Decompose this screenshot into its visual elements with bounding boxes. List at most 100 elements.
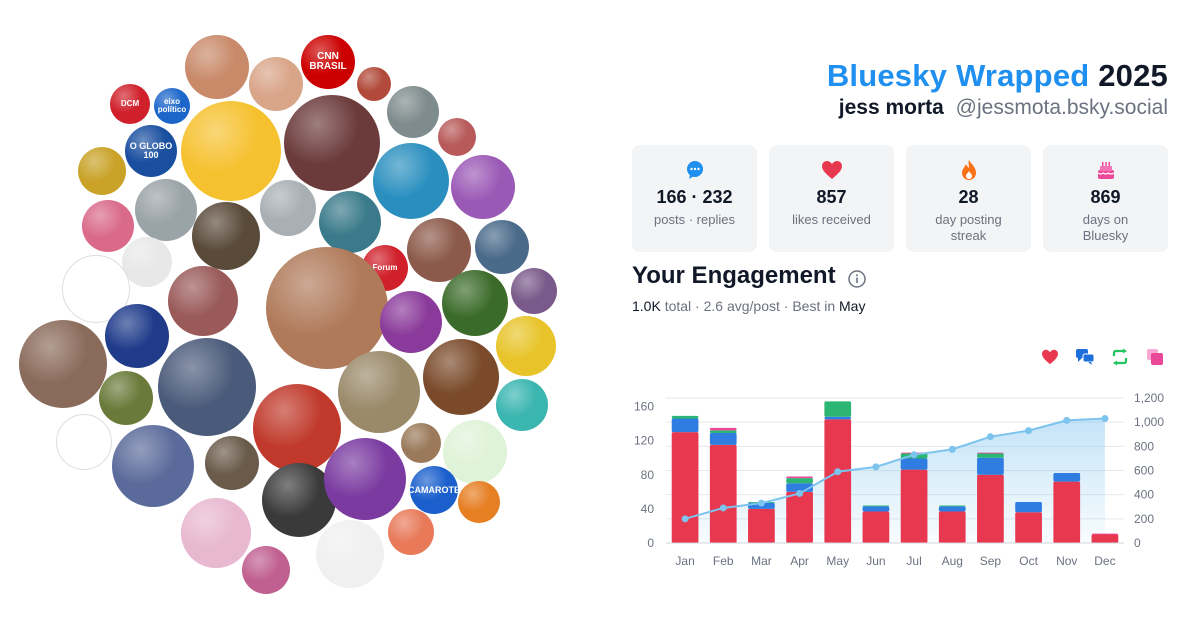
avatar-cartoon-face[interactable] xyxy=(388,509,434,555)
bar-segment xyxy=(786,491,813,543)
engagement-best-month: May xyxy=(839,298,866,314)
avatar-user[interactable] xyxy=(158,338,256,436)
avatar-cartoon-man-glasses[interactable] xyxy=(443,420,507,484)
cumulative-point xyxy=(1063,416,1071,424)
info-icon[interactable] xyxy=(847,267,866,288)
avatar-cartoon-tiger[interactable] xyxy=(316,520,384,588)
avatar-toucan[interactable] xyxy=(442,270,508,336)
avatar-user[interactable] xyxy=(112,425,194,507)
bar-segment xyxy=(824,401,852,417)
reply-icon[interactable] xyxy=(1075,347,1095,367)
stat-label: posts · replies xyxy=(654,212,735,227)
avatar-cartoon-jake[interactable] xyxy=(181,101,281,201)
quote-icon[interactable] xyxy=(1145,347,1165,367)
bar-segment xyxy=(977,474,1004,543)
avatar-user[interactable] xyxy=(511,268,557,314)
avatar-user[interactable] xyxy=(19,320,107,408)
avatar-cartoon-girl[interactable] xyxy=(105,304,169,368)
avatar-user[interactable] xyxy=(387,86,439,138)
stat-value: 869 xyxy=(1090,187,1121,207)
cake-icon xyxy=(1095,159,1117,181)
avatar-user[interactable] xyxy=(192,202,260,270)
bar-segment xyxy=(900,469,928,543)
o-globo-100-logo[interactable]: O GLOBO 100 xyxy=(125,125,177,177)
stat-value: 28 xyxy=(958,187,979,207)
x-tick-label: Apr xyxy=(790,554,809,568)
cnn-brasil-logo[interactable]: CNN BRASIL xyxy=(301,35,355,89)
avatar-user[interactable] xyxy=(249,57,303,111)
bar-segment xyxy=(671,415,699,419)
avatar-cartoon-crash[interactable] xyxy=(458,481,500,523)
cumulative-point xyxy=(757,499,765,507)
bar-segment xyxy=(786,478,813,484)
avatar-user[interactable] xyxy=(284,95,380,191)
avatar-user[interactable] xyxy=(262,463,336,537)
cumulative-point xyxy=(834,468,842,476)
avatar-cartoon-face[interactable] xyxy=(496,379,548,431)
avatar-birdcage[interactable] xyxy=(373,143,449,219)
avatar-user[interactable] xyxy=(181,498,251,568)
avatar-user[interactable] xyxy=(242,546,290,594)
eixo-politico-logo[interactable]: eixo político xyxy=(154,88,190,124)
left-tick-label: 160 xyxy=(634,400,654,414)
avatar-user[interactable] xyxy=(401,423,441,463)
cumulative-point xyxy=(986,433,994,441)
display-name[interactable]: jess morta xyxy=(838,96,944,119)
x-tick-label: Jul xyxy=(906,554,921,568)
avatar-user[interactable] xyxy=(407,218,471,282)
avatar-logo-text: CAMAROTE xyxy=(410,484,458,495)
avatar-user[interactable] xyxy=(82,200,134,252)
chart-legend xyxy=(1040,347,1165,367)
avatar-user[interactable] xyxy=(438,118,476,156)
x-tick-label: Nov xyxy=(1056,554,1077,568)
cumulative-point xyxy=(948,445,956,453)
stat-value: 166 · 232 xyxy=(656,187,733,207)
dcm-logo[interactable]: DCM xyxy=(110,84,150,124)
avatar-user[interactable] xyxy=(357,67,391,101)
avatar-user[interactable] xyxy=(253,384,341,472)
avatar-user[interactable] xyxy=(78,147,126,195)
avatar-user-main[interactable] xyxy=(380,291,442,353)
engagement-summary: 1.0K total · 2.6 avg/post · Best in May xyxy=(632,298,865,314)
avatar-user[interactable] xyxy=(266,247,388,369)
page-title: Bluesky Wrapped 2025 xyxy=(827,58,1168,94)
bar-segment xyxy=(709,427,737,431)
engagement-chart: 0 200 400 600 800 1,000 1,200 0 40 80 120 160 Jan Feb… xyxy=(634,391,1164,568)
right-tick-label: 0 xyxy=(1134,536,1141,550)
avatar-user[interactable] xyxy=(168,266,238,336)
avatar-duck[interactable] xyxy=(56,414,112,470)
bar-segment xyxy=(709,430,737,433)
heart-icon xyxy=(821,159,843,181)
avatar-user[interactable] xyxy=(324,438,406,520)
avatar-user[interactable] xyxy=(185,35,249,99)
avatar-cartoon-face[interactable] xyxy=(122,237,172,287)
avatar-user[interactable] xyxy=(260,180,316,236)
stat-likes: 857 likes received xyxy=(769,145,894,252)
bar-segment xyxy=(1015,502,1042,513)
avatar-cartoon-glasses[interactable] xyxy=(451,155,515,219)
bar-segment xyxy=(786,476,813,479)
engagement-title: Your Engagement xyxy=(632,262,866,290)
avatar-cartoon-man[interactable] xyxy=(423,339,499,415)
camarote-logo[interactable]: CAMAROTE xyxy=(410,466,458,514)
avatar-user[interactable] xyxy=(319,191,381,253)
avatar-user[interactable] xyxy=(205,436,259,490)
repost-icon[interactable] xyxy=(1110,347,1130,367)
heart-icon[interactable] xyxy=(1040,347,1060,367)
left-tick-label: 40 xyxy=(641,502,655,516)
avatar-emu[interactable] xyxy=(496,316,556,376)
flame-icon xyxy=(958,159,980,181)
stat-value: 857 xyxy=(816,187,847,207)
avatar-user[interactable] xyxy=(99,371,153,425)
cumulative-line xyxy=(684,417,1105,520)
avatar-goat[interactable] xyxy=(338,351,420,433)
bar-segment xyxy=(938,511,966,543)
stat-label: days on Bluesky xyxy=(1082,212,1129,243)
right-tick-label: 800 xyxy=(1134,439,1154,453)
avatar-user[interactable] xyxy=(135,179,197,241)
engagement-total: 1.0K xyxy=(632,298,661,314)
user-handle[interactable]: @jessmota.bsky.social xyxy=(955,96,1168,119)
bar-segment xyxy=(977,457,1004,475)
cumulative-point xyxy=(1101,415,1109,423)
avatar-user[interactable] xyxy=(475,220,529,274)
